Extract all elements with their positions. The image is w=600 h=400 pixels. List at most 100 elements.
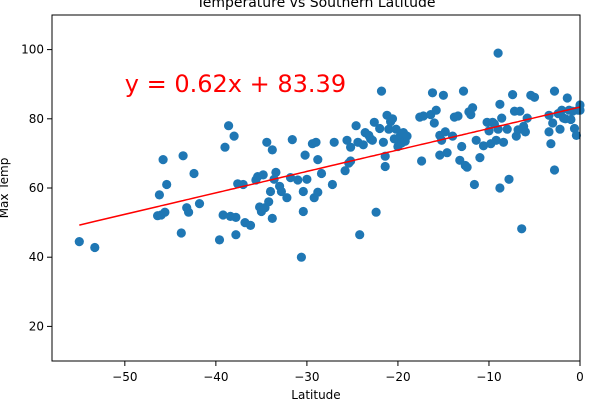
y-tick-label: 20 bbox=[29, 319, 44, 333]
data-point bbox=[231, 230, 241, 240]
data-point bbox=[271, 167, 281, 177]
data-point bbox=[316, 168, 327, 179]
data-point bbox=[231, 212, 241, 222]
data-point bbox=[458, 86, 469, 96]
y-tick-label: 80 bbox=[29, 112, 44, 126]
x-tick-label: −30 bbox=[294, 370, 319, 384]
data-point bbox=[178, 151, 188, 161]
data-point bbox=[544, 110, 554, 120]
data-point bbox=[296, 252, 306, 262]
chart-title: Temperature vs Southern Latitude bbox=[196, 0, 436, 11]
data-point bbox=[176, 228, 186, 238]
data-point bbox=[375, 123, 385, 134]
data-point bbox=[384, 124, 394, 134]
data-point bbox=[468, 103, 478, 113]
data-point bbox=[245, 220, 256, 230]
data-point bbox=[431, 105, 441, 115]
data-point bbox=[435, 150, 445, 160]
x-axis-ticks: −50 −40 −30 −20 −10 0 bbox=[112, 361, 584, 384]
data-point bbox=[438, 90, 448, 100]
data-point bbox=[469, 179, 479, 190]
data-point bbox=[520, 127, 531, 137]
data-point bbox=[358, 140, 368, 150]
x-tick-label: −50 bbox=[112, 370, 137, 384]
data-point bbox=[369, 117, 379, 127]
data-point bbox=[429, 118, 439, 128]
x-tick-label: 0 bbox=[576, 370, 584, 384]
data-point bbox=[189, 168, 199, 179]
data-point bbox=[549, 165, 560, 175]
data-point bbox=[571, 130, 582, 140]
data-point bbox=[402, 131, 412, 141]
data-point bbox=[502, 124, 512, 134]
data-point bbox=[376, 86, 387, 96]
data-point bbox=[158, 155, 168, 165]
data-point bbox=[267, 145, 277, 155]
data-point bbox=[262, 137, 272, 147]
x-tick-label: −10 bbox=[476, 370, 501, 384]
data-point bbox=[495, 183, 505, 193]
data-point bbox=[220, 142, 230, 152]
data-points bbox=[74, 48, 585, 262]
data-point bbox=[495, 99, 505, 109]
y-axis-ticks: 20 40 60 80 100 bbox=[21, 43, 52, 333]
regression-equation: y = 0.62x + 83.39 bbox=[125, 70, 346, 98]
data-point bbox=[427, 88, 438, 98]
data-point bbox=[298, 206, 308, 217]
data-point bbox=[313, 187, 323, 197]
data-point bbox=[498, 137, 509, 147]
data-point bbox=[276, 186, 286, 197]
data-point bbox=[380, 161, 390, 172]
data-point bbox=[184, 207, 194, 217]
y-tick-label: 60 bbox=[29, 181, 44, 195]
x-tick-label: −40 bbox=[203, 370, 228, 384]
data-point bbox=[549, 86, 560, 96]
data-point bbox=[462, 162, 472, 172]
data-point bbox=[229, 131, 239, 141]
data-point bbox=[544, 127, 554, 137]
data-point bbox=[90, 242, 100, 253]
data-point bbox=[287, 135, 297, 145]
data-point bbox=[302, 174, 312, 184]
data-point bbox=[417, 156, 427, 166]
data-point bbox=[340, 166, 350, 176]
data-point bbox=[311, 137, 321, 147]
data-point bbox=[346, 142, 356, 152]
data-point bbox=[351, 121, 361, 131]
data-point bbox=[569, 123, 580, 134]
data-point bbox=[548, 118, 558, 128]
data-point bbox=[478, 141, 489, 151]
data-point bbox=[327, 179, 337, 190]
data-point bbox=[517, 224, 527, 234]
data-point bbox=[546, 139, 556, 149]
data-point bbox=[555, 124, 565, 134]
data-point bbox=[342, 135, 352, 145]
data-point bbox=[371, 207, 381, 217]
data-point bbox=[466, 110, 476, 120]
data-point bbox=[475, 153, 485, 163]
x-tick-label: −20 bbox=[385, 370, 410, 384]
x-axis-label: Latitude bbox=[291, 388, 340, 400]
regression-line-group bbox=[79, 106, 581, 226]
data-point bbox=[313, 155, 323, 165]
y-tick-label: 100 bbox=[21, 43, 44, 57]
data-point bbox=[529, 92, 540, 102]
data-point bbox=[194, 199, 205, 209]
data-point bbox=[504, 174, 514, 184]
y-tick-label: 40 bbox=[29, 250, 44, 264]
data-point bbox=[471, 135, 481, 145]
data-point bbox=[391, 124, 401, 134]
data-point bbox=[300, 150, 310, 160]
y-axis-label: Max Temp bbox=[0, 158, 11, 219]
data-point bbox=[387, 114, 398, 124]
data-point bbox=[453, 111, 463, 121]
data-point bbox=[440, 127, 450, 137]
data-point bbox=[329, 137, 339, 147]
data-point bbox=[218, 210, 228, 220]
data-point bbox=[162, 179, 172, 190]
data-point bbox=[282, 193, 292, 203]
data-point bbox=[562, 93, 572, 103]
data-point bbox=[515, 106, 525, 116]
data-point bbox=[378, 137, 388, 147]
data-point bbox=[457, 141, 467, 152]
